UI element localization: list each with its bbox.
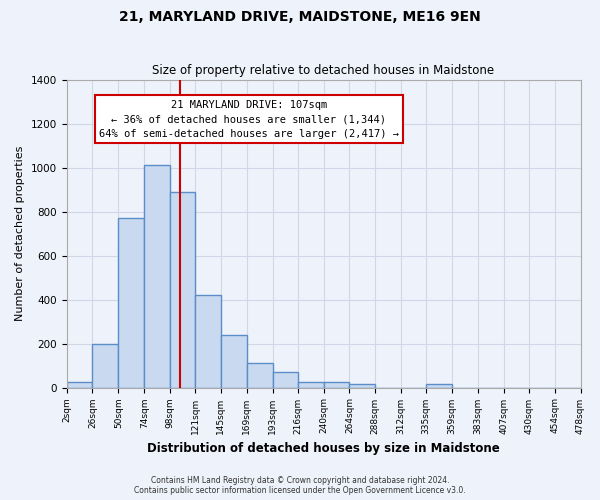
Title: Size of property relative to detached houses in Maidstone: Size of property relative to detached ho… bbox=[152, 64, 494, 77]
X-axis label: Distribution of detached houses by size in Maidstone: Distribution of detached houses by size … bbox=[147, 442, 500, 455]
Bar bbox=[273, 372, 298, 388]
Text: 21 MARYLAND DRIVE: 107sqm
← 36% of detached houses are smaller (1,344)
64% of se: 21 MARYLAND DRIVE: 107sqm ← 36% of detac… bbox=[99, 100, 399, 139]
Bar bbox=[426, 384, 452, 388]
Text: Contains HM Land Registry data © Crown copyright and database right 2024.
Contai: Contains HM Land Registry data © Crown c… bbox=[134, 476, 466, 495]
Bar bbox=[298, 382, 323, 388]
Bar bbox=[67, 382, 92, 388]
Bar bbox=[247, 364, 273, 388]
Bar bbox=[221, 335, 247, 388]
Text: 21, MARYLAND DRIVE, MAIDSTONE, ME16 9EN: 21, MARYLAND DRIVE, MAIDSTONE, ME16 9EN bbox=[119, 10, 481, 24]
Bar bbox=[323, 382, 349, 388]
Bar bbox=[170, 192, 195, 388]
Bar bbox=[92, 344, 118, 388]
Bar bbox=[144, 166, 170, 388]
Y-axis label: Number of detached properties: Number of detached properties bbox=[15, 146, 25, 322]
Bar bbox=[118, 218, 144, 388]
Bar bbox=[349, 384, 376, 388]
Bar bbox=[195, 295, 221, 388]
